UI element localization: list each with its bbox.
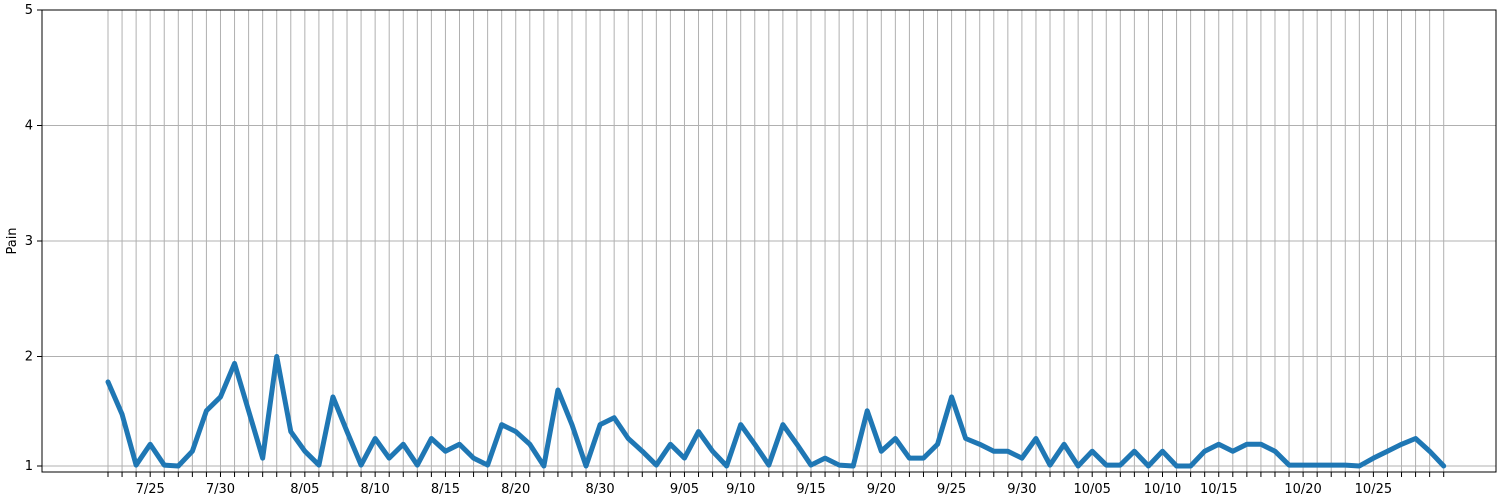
y-tick-label: 3 xyxy=(25,234,33,249)
x-tick-label: 10/15 xyxy=(1200,482,1237,497)
x-tick-label: 10/05 xyxy=(1073,482,1110,497)
x-axis: 7/25 7/30 8/05 8/10 8/15 8/20 8/30 9/05 9/10 9/15… xyxy=(107,472,1445,497)
x-tick-label: 9/15 xyxy=(796,482,825,497)
y-axis: 1 2 3 4 5 xyxy=(25,3,42,474)
x-tick-label: 10/20 xyxy=(1284,482,1321,497)
y-tick-label: 2 xyxy=(25,350,33,365)
series-layer xyxy=(105,354,1447,469)
x-tick-label: 9/10 xyxy=(726,482,755,497)
x-tick-label: 9/30 xyxy=(1007,482,1036,497)
x-tick-label: 8/05 xyxy=(290,482,319,497)
x-tick-label: 9/05 xyxy=(670,482,699,497)
y-tick-label: 4 xyxy=(25,119,33,134)
y-axis-title: Pain xyxy=(5,227,20,254)
x-tick-label: 7/30 xyxy=(206,482,235,497)
x-tick-label: 10/10 xyxy=(1144,482,1181,497)
x-tick-label: 8/15 xyxy=(431,482,460,497)
y-tick-label: 5 xyxy=(25,3,33,18)
y-tick-label: 1 xyxy=(25,459,33,474)
pain-series-line xyxy=(105,354,1447,469)
x-tick-label: 8/20 xyxy=(501,482,530,497)
x-tick-label: 10/25 xyxy=(1355,482,1392,497)
x-tick-label: 9/25 xyxy=(937,482,966,497)
x-tick-label: 8/30 xyxy=(585,482,614,497)
x-tick-label: 9/20 xyxy=(867,482,896,497)
x-tick-label: 7/25 xyxy=(136,482,165,497)
x-tick-label: 8/10 xyxy=(361,482,390,497)
